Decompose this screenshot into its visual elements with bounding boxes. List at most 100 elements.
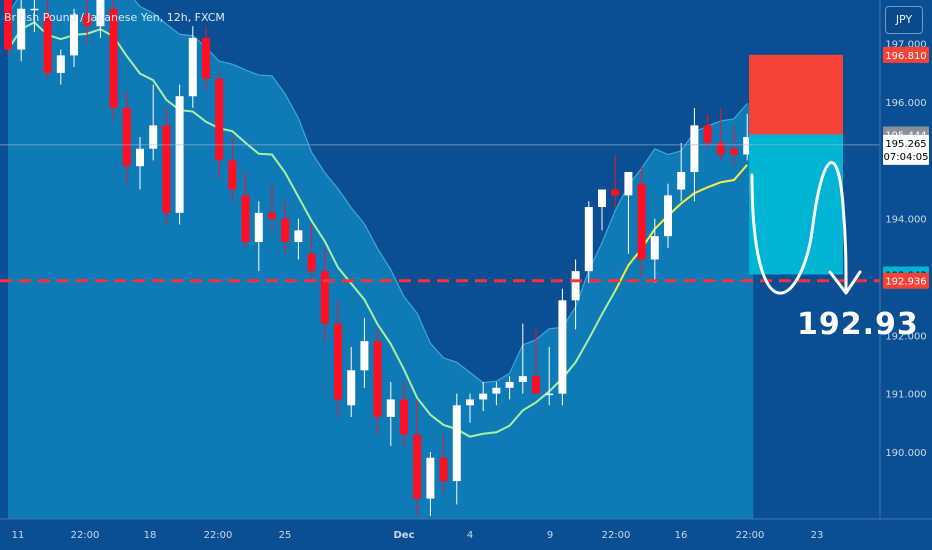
candle-body	[584, 207, 593, 272]
candle-body	[96, 0, 105, 27]
candle	[43, 0, 52, 79]
price-tag-label: 196.810	[885, 51, 926, 62]
candle	[650, 218, 659, 283]
time-tick-label: Dec	[393, 530, 414, 541]
candle-body	[664, 195, 672, 237]
candle-body	[479, 393, 488, 400]
currency-button[interactable]: JPY	[885, 6, 923, 34]
time-tick-label: 18	[144, 530, 157, 541]
candle-body	[254, 212, 263, 243]
price-tick-label: 190.000	[885, 448, 926, 459]
moving-average-line	[7, 21, 617, 438]
candle	[17, 0, 26, 62]
candle	[532, 329, 540, 394]
price-tick-label: 196.000	[885, 98, 926, 109]
candle-body	[109, 8, 118, 108]
candle	[294, 218, 303, 260]
candle	[320, 247, 329, 342]
candle-body	[677, 172, 686, 190]
candle	[202, 26, 210, 91]
candle-body	[439, 457, 448, 482]
price-tag	[883, 272, 929, 289]
price-tick-label: 192.000	[885, 331, 926, 342]
band-upper-line	[7, 0, 748, 384]
candle-body	[202, 37, 210, 79]
candle-body	[215, 78, 224, 161]
candle	[30, 0, 39, 33]
candle	[149, 84, 158, 161]
candle	[360, 317, 369, 388]
candle	[215, 72, 224, 178]
price-tick-label: 191.000	[885, 390, 926, 401]
price-tick-label: 194.000	[885, 215, 926, 226]
symbol-title: British Pound / Japanese Yen, 12h, FXCM	[4, 11, 225, 24]
take-profit-zone	[749, 134, 843, 275]
stop-loss-zone	[749, 54, 843, 135]
candle	[188, 26, 197, 108]
candle-body	[122, 107, 131, 167]
candle	[637, 166, 646, 277]
candle	[466, 393, 474, 423]
candle-body	[307, 253, 316, 272]
candle-body	[466, 399, 474, 406]
candle-body	[149, 125, 158, 149]
time-tick-label: 16	[675, 530, 688, 541]
candle	[109, 0, 118, 120]
candle-body	[452, 405, 461, 482]
candle	[571, 259, 580, 330]
candle	[492, 381, 501, 406]
candle	[83, 0, 92, 44]
price-tick-label: 197.000	[885, 40, 926, 51]
time-tick-label: 4	[467, 530, 473, 541]
candle	[505, 376, 514, 400]
time-tick-label: 11	[12, 530, 25, 541]
candle	[162, 107, 171, 225]
candle-body	[294, 230, 303, 243]
candle	[584, 201, 593, 283]
candle	[175, 84, 184, 225]
candle-body	[716, 142, 725, 155]
price-tag-label: 195.265	[885, 139, 926, 150]
candle-body	[320, 271, 329, 324]
candle-body	[637, 183, 646, 260]
arrow-head	[828, 270, 862, 295]
candle	[70, 8, 78, 68]
candle	[413, 399, 422, 517]
candle	[518, 323, 527, 394]
candle	[426, 451, 435, 517]
candle-body	[386, 399, 395, 417]
candle-body	[188, 37, 197, 97]
candle	[743, 113, 752, 161]
price-tag	[883, 46, 929, 63]
candle-body	[56, 55, 65, 73]
candle	[373, 329, 382, 435]
candle-body	[650, 236, 659, 260]
countdown-label: 07:04:05	[884, 152, 929, 163]
candle-body	[175, 96, 184, 213]
candle	[664, 183, 672, 248]
time-tick-label: 9	[547, 530, 553, 541]
candle-body	[690, 125, 699, 173]
time-tick-label: 23	[811, 530, 824, 541]
time-tick-label: 22:00	[736, 530, 765, 541]
candle	[545, 346, 554, 406]
candle	[452, 393, 461, 505]
candle-body	[703, 125, 712, 143]
candle-body	[4, 0, 12, 50]
candle-body	[545, 393, 554, 396]
candle	[56, 49, 65, 85]
candle-body	[413, 434, 422, 499]
candle-body	[532, 376, 540, 394]
candle-body	[360, 341, 369, 371]
time-tick-label: 25	[279, 530, 292, 541]
candle	[254, 201, 263, 272]
candle-body	[162, 125, 171, 213]
price-tag	[883, 134, 929, 165]
candle	[400, 381, 408, 447]
candle	[334, 300, 342, 417]
candle	[439, 434, 448, 493]
candle	[716, 107, 725, 161]
candle-body	[624, 172, 633, 196]
candle	[690, 107, 699, 202]
